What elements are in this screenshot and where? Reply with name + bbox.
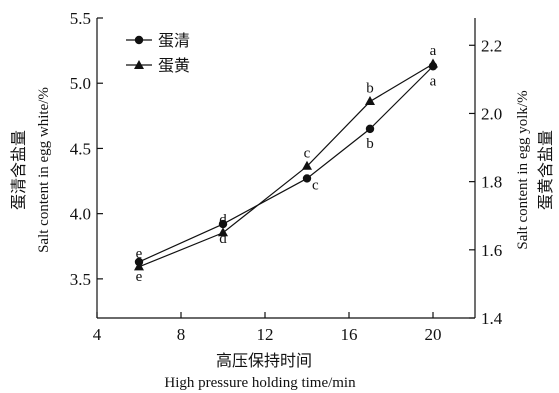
data-label-egg-yolk: b [366, 81, 374, 97]
series-line-egg-white [138, 65, 434, 263]
chart-ticks: 4 8 12 16 20 3.5 4.0 4.5 5.0 5.5 1.4 1.6 1.8 2.0 2.2 [70, 9, 503, 344]
x-tick-label: 12 [257, 325, 274, 344]
data-label-egg-white: e [136, 269, 143, 285]
left-y-axis-label-en: Salt content in egg white/% [36, 87, 52, 253]
data-label-egg-yolk: d [219, 212, 227, 228]
data-point-egg-yolk [365, 96, 375, 106]
data-point-egg-white [302, 174, 312, 183]
right-y-axis-label-cn: 蛋黄含盐量 [536, 130, 555, 210]
legend-label-egg-yolk: 蛋黄 [158, 56, 190, 75]
data-point-egg-white [218, 219, 228, 229]
data-point-egg-yolk [428, 58, 438, 68]
left-y-tick-label: 5.0 [70, 74, 91, 93]
chart-legend: 蛋清 蛋黄 [126, 31, 190, 75]
data-label-egg-white: c [312, 177, 319, 193]
series-line-egg-yolk [138, 63, 434, 268]
right-y-tick-label: 1.6 [481, 241, 502, 260]
left-y-tick-label: 5.5 [70, 9, 91, 28]
data-label-egg-yolk: c [304, 145, 311, 161]
data-point-egg-yolk [302, 160, 312, 170]
right-y-tick-label: 2.2 [481, 36, 502, 55]
data-point-egg-white [365, 124, 375, 134]
x-tick-label: 16 [341, 325, 358, 344]
data-label-egg-white: b [366, 136, 374, 152]
x-tick-label: 20 [425, 325, 442, 344]
right-y-tick-label: 2.0 [481, 104, 502, 123]
x-tick-label: 8 [177, 325, 186, 344]
data-point-egg-yolk [218, 227, 228, 237]
left-y-tick-label: 4.5 [70, 139, 91, 158]
right-y-tick-label: 1.8 [481, 173, 502, 192]
right-y-axis-label-en: Salt content in egg yolk/% [515, 90, 531, 249]
x-axis-label-en: High pressure holding time/min [164, 375, 356, 391]
data-label-egg-yolk: e [136, 246, 143, 262]
data-label-egg-yolk: a [430, 43, 437, 59]
x-axis-label-cn: 高压保持时间 [216, 351, 312, 370]
right-y-tick-label: 1.4 [481, 309, 503, 328]
legend-label-egg-white: 蛋清 [158, 31, 190, 50]
data-label-egg-white: a [430, 73, 437, 89]
left-y-axis-label-cn: 蛋清含盐量 [9, 130, 28, 210]
data-label-egg-white: d [219, 231, 227, 247]
left-y-tick-label: 4.0 [70, 205, 91, 224]
legend-marker-egg-white [134, 35, 144, 45]
x-tick-label: 4 [93, 325, 102, 344]
legend-marker-egg-yolk [134, 60, 144, 69]
left-y-tick-label: 3.5 [70, 270, 91, 289]
data-point-egg-yolk [134, 261, 144, 271]
chart-series: e d c b a e d c b a [134, 43, 438, 285]
chart-axes [96, 18, 476, 319]
